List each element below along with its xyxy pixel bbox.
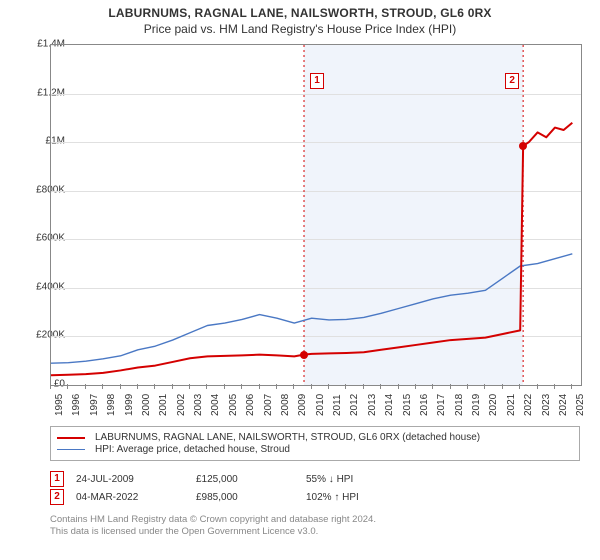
sale-marker-box-1: 1: [310, 73, 324, 89]
xtick-label: 2014: [384, 394, 395, 416]
xtick-label: 2025: [575, 394, 586, 416]
title-block: LABURNUMS, RAGNAL LANE, NAILSWORTH, STRO…: [0, 0, 600, 36]
xtick-mark: [154, 384, 155, 389]
legend: LABURNUMS, RAGNAL LANE, NAILSWORTH, STRO…: [50, 426, 580, 461]
xtick-label: 2019: [471, 394, 482, 416]
xtick-mark: [50, 384, 51, 389]
xtick-label: 1996: [71, 394, 82, 416]
xtick-mark: [328, 384, 329, 389]
xtick-mark: [172, 384, 173, 389]
sale-date-2: 04-MAR-2022: [76, 492, 196, 503]
xtick-label: 2015: [402, 394, 413, 416]
legend-swatch-property: [57, 437, 85, 439]
xtick-mark: [276, 384, 277, 389]
xtick-label: 2016: [419, 394, 430, 416]
xtick-label: 2009: [297, 394, 308, 416]
title-subtitle: Price paid vs. HM Land Registry's House …: [0, 22, 600, 36]
legend-label-property: LABURNUMS, RAGNAL LANE, NAILSWORTH, STRO…: [95, 432, 480, 443]
chart-container: LABURNUMS, RAGNAL LANE, NAILSWORTH, STRO…: [0, 0, 600, 560]
xtick-label: 2011: [332, 394, 343, 416]
xtick-label: 2001: [158, 394, 169, 416]
xtick-mark: [398, 384, 399, 389]
xtick-label: 2005: [228, 394, 239, 416]
xtick-mark: [484, 384, 485, 389]
xtick-mark: [502, 384, 503, 389]
sale-row-2: 2 04-MAR-2022 £985,000 102% ↑ HPI: [50, 488, 580, 506]
xtick-mark: [137, 384, 138, 389]
xtick-label: 2021: [506, 394, 517, 416]
series-line-hpi: [51, 254, 572, 363]
xtick-label: 2012: [349, 394, 360, 416]
xtick-mark: [450, 384, 451, 389]
xtick-mark: [363, 384, 364, 389]
xtick-label: 2022: [523, 394, 534, 416]
xtick-mark: [345, 384, 346, 389]
xtick-mark: [311, 384, 312, 389]
xtick-label: 2013: [367, 394, 378, 416]
xtick-label: 2023: [541, 394, 552, 416]
sales-table: 1 24-JUL-2009 £125,000 55% ↓ HPI 2 04-MA…: [50, 470, 580, 506]
xtick-label: 2020: [488, 394, 499, 416]
sale-price-1: £125,000: [196, 474, 306, 485]
xtick-mark: [537, 384, 538, 389]
legend-swatch-hpi: [57, 449, 85, 450]
xtick-mark: [85, 384, 86, 389]
plot-area: 12: [50, 44, 582, 386]
xtick-label: 1999: [124, 394, 135, 416]
xtick-mark: [293, 384, 294, 389]
footer-line2: This data is licensed under the Open Gov…: [50, 526, 376, 538]
sale-row-1: 1 24-JUL-2009 £125,000 55% ↓ HPI: [50, 470, 580, 488]
xtick-label: 2004: [210, 394, 221, 416]
sale-price-2: £985,000: [196, 492, 306, 503]
legend-row-hpi: HPI: Average price, detached house, Stro…: [57, 444, 573, 455]
legend-label-hpi: HPI: Average price, detached house, Stro…: [95, 444, 290, 455]
xtick-mark: [519, 384, 520, 389]
xtick-mark: [206, 384, 207, 389]
xtick-mark: [415, 384, 416, 389]
sale-date-1: 24-JUL-2009: [76, 474, 196, 485]
xtick-label: 2002: [176, 394, 187, 416]
xtick-label: 2010: [315, 394, 326, 416]
sale-marker-1: 1: [50, 471, 64, 487]
sale-marker-box-2: 2: [505, 73, 519, 89]
xtick-label: 2007: [263, 394, 274, 416]
sale-delta-2: 102% ↑ HPI: [306, 492, 426, 503]
footer-line1: Contains HM Land Registry data © Crown c…: [50, 514, 376, 526]
xtick-mark: [102, 384, 103, 389]
sale-delta-1: 55% ↓ HPI: [306, 474, 426, 485]
series-line-property: [51, 123, 572, 376]
xtick-mark: [571, 384, 572, 389]
xtick-mark: [380, 384, 381, 389]
xtick-mark: [189, 384, 190, 389]
title-address: LABURNUMS, RAGNAL LANE, NAILSWORTH, STRO…: [0, 6, 600, 20]
chart-svg: [51, 45, 581, 385]
xtick-label: 2008: [280, 394, 291, 416]
xtick-mark: [224, 384, 225, 389]
xtick-mark: [467, 384, 468, 389]
xtick-label: 1995: [54, 394, 65, 416]
xtick-label: 1998: [106, 394, 117, 416]
xtick-mark: [259, 384, 260, 389]
sale-dot: [300, 351, 308, 359]
xtick-label: 1997: [89, 394, 100, 416]
xtick-mark: [120, 384, 121, 389]
xtick-mark: [241, 384, 242, 389]
xtick-mark: [67, 384, 68, 389]
xtick-label: 2006: [245, 394, 256, 416]
xtick-label: 2018: [454, 394, 465, 416]
xtick-mark: [554, 384, 555, 389]
xtick-label: 2003: [193, 394, 204, 416]
legend-row-property: LABURNUMS, RAGNAL LANE, NAILSWORTH, STRO…: [57, 432, 573, 443]
xtick-label: 2017: [436, 394, 447, 416]
xtick-label: 2024: [558, 394, 569, 416]
sale-dot: [519, 142, 527, 150]
sale-marker-2: 2: [50, 489, 64, 505]
xtick-mark: [432, 384, 433, 389]
footer: Contains HM Land Registry data © Crown c…: [50, 514, 376, 539]
xtick-label: 2000: [141, 394, 152, 416]
